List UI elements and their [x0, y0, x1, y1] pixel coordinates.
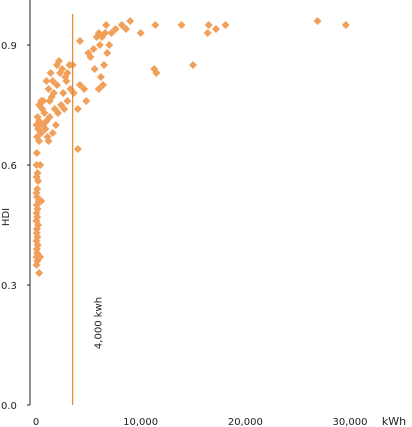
- data-point: [94, 85, 103, 93]
- data-point: [36, 253, 45, 261]
- x-tick-label: 10,000: [123, 417, 158, 427]
- data-point: [212, 25, 221, 33]
- data-point: [122, 25, 131, 33]
- data-point: [37, 129, 46, 137]
- data-point: [63, 97, 72, 105]
- y-tick-label: 0.0: [1, 401, 17, 412]
- data-point: [96, 73, 105, 81]
- data-point: [73, 145, 82, 153]
- data-point: [36, 161, 45, 169]
- data-point: [59, 89, 68, 97]
- x-tick-label: 20,000: [228, 417, 263, 427]
- data-point: [313, 17, 322, 25]
- data-point: [189, 61, 197, 69]
- data-point: [203, 29, 212, 37]
- data-point: [45, 113, 54, 121]
- data-point: [103, 49, 112, 57]
- data-point: [42, 77, 51, 85]
- data-point: [48, 77, 57, 85]
- data-point: [117, 21, 126, 29]
- reference-line-label: 4,000 kwh: [94, 297, 105, 349]
- data-point: [82, 97, 91, 105]
- data-point: [53, 109, 62, 117]
- data-point: [75, 81, 84, 89]
- y-tick-label: 0.6: [1, 161, 17, 172]
- data-point: [73, 105, 82, 113]
- data-point: [61, 73, 70, 81]
- data-point: [43, 133, 52, 141]
- data-point: [105, 41, 114, 49]
- data-point: [35, 269, 44, 277]
- data-point: [39, 121, 48, 129]
- data-point: [80, 85, 89, 93]
- data-point: [177, 21, 186, 29]
- data-point: [107, 29, 116, 37]
- data-point: [34, 177, 43, 185]
- y-tick-label: 0.9: [1, 41, 17, 52]
- data-point: [90, 65, 99, 73]
- data-point: [46, 69, 55, 77]
- y-axis: 0.0 0.3 0.6 0.9: [1, 0, 31, 412]
- data-point: [126, 17, 135, 25]
- data-point: [33, 133, 42, 141]
- x-tick-label: 0: [33, 417, 39, 427]
- data-point: [75, 37, 84, 45]
- data-point: [95, 41, 104, 49]
- data-point: [58, 65, 67, 73]
- data-point: [151, 21, 160, 29]
- data-point: [33, 113, 42, 121]
- y-axis-label: HDI: [1, 208, 12, 226]
- data-point: [86, 53, 95, 61]
- data-point: [69, 89, 78, 97]
- x-axis-ticks: 0 10,000 20,000 30,000: [33, 417, 368, 427]
- data-point: [89, 45, 98, 53]
- x-tick-label: 30,000: [333, 417, 368, 427]
- data-point: [136, 29, 145, 37]
- data-point: [48, 129, 57, 137]
- data-point: [111, 25, 120, 33]
- data-point: [101, 29, 110, 37]
- data-point: [32, 149, 41, 157]
- data-point: [341, 21, 350, 29]
- data-point: [55, 57, 64, 65]
- data-point: [100, 61, 109, 69]
- data-point: [51, 121, 60, 129]
- data-point: [37, 97, 46, 105]
- x-axis-label: kWh: [382, 415, 406, 427]
- data-point: [60, 105, 69, 113]
- data-point: [37, 197, 46, 205]
- data-point: [98, 81, 107, 89]
- data-point: [152, 69, 161, 77]
- y-tick-label: 0.3: [1, 281, 17, 292]
- data-point: [40, 109, 49, 117]
- data-point: [49, 89, 58, 97]
- data-point: [44, 85, 53, 93]
- data-points: [32, 17, 350, 277]
- data-point: [204, 21, 213, 29]
- data-point: [57, 101, 66, 109]
- data-point: [102, 21, 111, 29]
- data-point: [221, 21, 230, 29]
- data-point: [32, 261, 41, 269]
- data-point: [52, 81, 61, 89]
